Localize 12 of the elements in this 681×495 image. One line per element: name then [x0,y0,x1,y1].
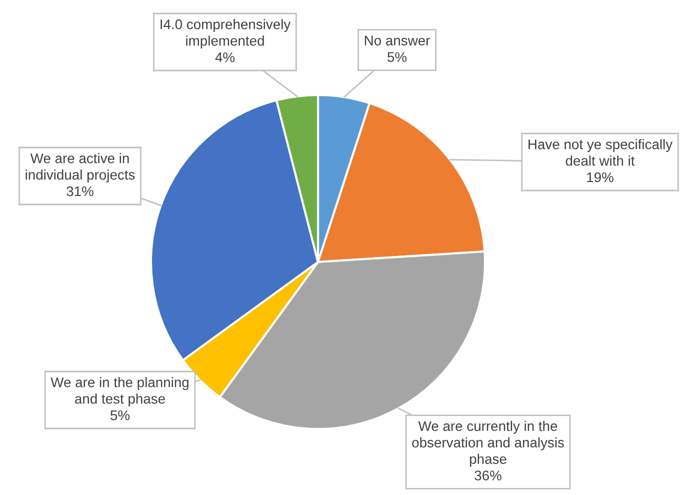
data-label: 31% [66,186,94,196]
slice-label: We are currently in the observation and analysis phase [412,420,564,467]
slice-label: We are active in individual projects [26,153,135,182]
slice-label: I4.0 comprehensively implemented [160,19,291,48]
data-label: 5% [110,410,130,420]
slice-label: No answer [364,36,430,46]
slice-label: We are in the planning and test phase [50,377,188,406]
data-label: 36% [474,470,502,480]
data-label: 4% [215,52,235,62]
slice-label: Have not ye specifically dealt with it [528,139,673,166]
data-label: 19% [587,172,614,182]
data-label: 5% [388,52,407,62]
